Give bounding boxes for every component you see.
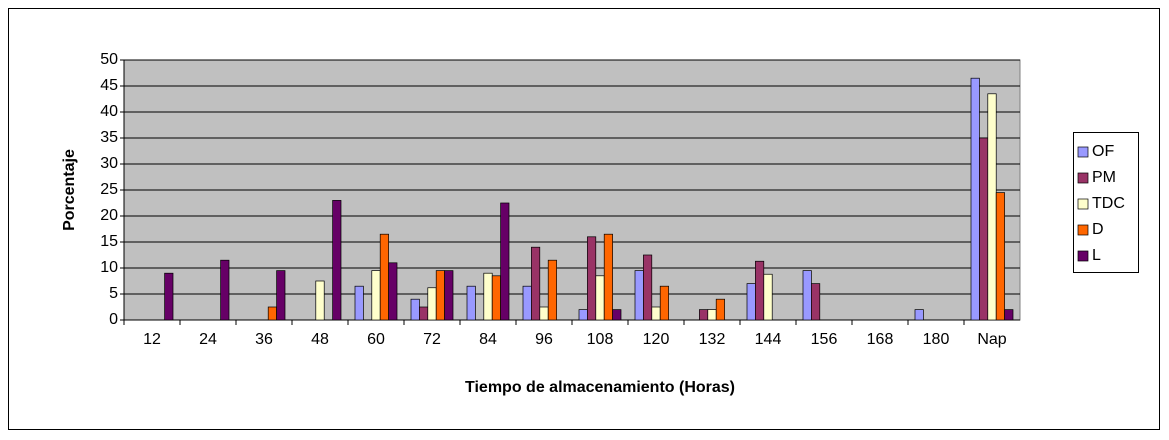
bar	[220, 259, 230, 321]
legend-swatch	[1077, 146, 1089, 158]
bar	[987, 93, 997, 321]
bar	[1004, 309, 1014, 321]
bar	[659, 285, 669, 321]
bar	[435, 270, 445, 321]
y-tick-label: 20	[100, 207, 118, 224]
bar	[276, 270, 286, 321]
y-tick-label: 50	[100, 51, 118, 68]
bar	[427, 287, 437, 321]
x-tick-label: 60	[367, 331, 385, 348]
bar	[595, 275, 605, 321]
bar	[491, 275, 501, 321]
bar	[267, 306, 277, 321]
bar	[979, 137, 989, 321]
y-tick-label: 10	[100, 259, 118, 276]
bar	[354, 285, 364, 321]
bar	[466, 285, 476, 321]
x-tick-label: 108	[587, 331, 614, 348]
x-tick-label: Nap	[977, 331, 1006, 348]
y-tick-label: 35	[100, 129, 118, 146]
legend-swatch	[1077, 224, 1089, 236]
bar	[755, 260, 765, 321]
x-tick-label: 84	[479, 331, 497, 348]
x-tick-label: 12	[143, 331, 161, 348]
x-tick-label: 156	[811, 331, 838, 348]
x-tick-label: 168	[867, 331, 894, 348]
bar	[547, 259, 557, 321]
bar	[802, 270, 812, 321]
bar	[995, 192, 1005, 321]
bar	[970, 77, 980, 321]
legend-label: L	[1092, 247, 1101, 264]
y-axis-title: Porcentaje	[61, 149, 78, 231]
legend-swatch	[1077, 198, 1089, 210]
bar	[522, 285, 532, 321]
bar	[483, 272, 493, 321]
bar	[371, 270, 381, 321]
x-tick-label: 132	[699, 331, 726, 348]
bar	[651, 306, 661, 321]
x-tick-label: 144	[755, 331, 782, 348]
bar	[914, 309, 924, 321]
y-tick-label: 40	[100, 103, 118, 120]
legend-label: D	[1092, 221, 1104, 238]
y-tick-label: 0	[109, 311, 118, 328]
bar	[410, 298, 420, 321]
x-tick-label: 24	[199, 331, 217, 348]
x-axis-title: Tiempo de almacenamiento (Horas)	[465, 379, 735, 396]
bar	[444, 270, 454, 321]
legend-label: TDC	[1092, 195, 1125, 212]
bar	[612, 309, 622, 321]
legend-swatch	[1077, 250, 1089, 262]
legend-label: OF	[1092, 143, 1114, 160]
legend-label: PM	[1092, 169, 1116, 186]
bar	[746, 283, 756, 321]
bar	[332, 200, 342, 321]
bar	[715, 298, 725, 321]
bar	[388, 262, 398, 321]
bar	[587, 236, 597, 321]
x-tick-label: 96	[535, 331, 553, 348]
bar	[315, 280, 325, 321]
bar	[603, 233, 613, 321]
bar	[539, 306, 549, 321]
bar	[500, 202, 510, 321]
bar	[634, 270, 644, 321]
y-tick-label: 25	[100, 181, 118, 198]
bar	[379, 233, 389, 321]
bar	[419, 306, 429, 321]
bar	[531, 246, 541, 321]
bar	[164, 272, 174, 321]
y-tick-label: 5	[109, 285, 118, 302]
x-tick-label: 36	[255, 331, 273, 348]
x-tick-label: 48	[311, 331, 329, 348]
bar	[699, 309, 709, 321]
legend-swatch	[1077, 172, 1089, 184]
bar	[811, 283, 821, 321]
bar	[578, 309, 588, 321]
bar	[643, 254, 653, 321]
x-tick-label: 120	[643, 331, 670, 348]
y-tick-label: 30	[100, 155, 118, 172]
x-tick-label: 72	[423, 331, 441, 348]
bar	[707, 309, 717, 321]
bar	[763, 273, 773, 321]
x-tick-label: 180	[923, 331, 950, 348]
y-tick-label: 15	[100, 233, 118, 250]
y-tick-label: 45	[100, 77, 118, 94]
